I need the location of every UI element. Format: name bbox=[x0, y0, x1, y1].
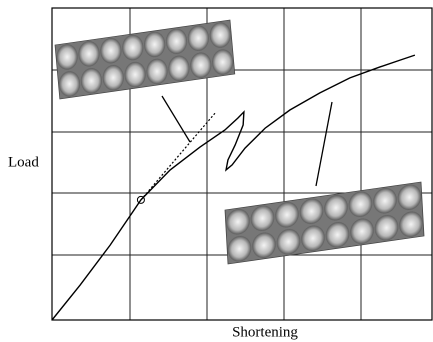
plot-frame bbox=[51, 7, 433, 321]
point-marker bbox=[136, 195, 145, 204]
x-axis-label: Shortening bbox=[232, 324, 298, 340]
load-curve bbox=[51, 54, 416, 321]
y-axis-label: Load bbox=[8, 154, 39, 170]
buckled-plate-inset bbox=[224, 181, 425, 265]
load-curve bbox=[140, 112, 216, 201]
buckled-plate-inset bbox=[54, 19, 236, 100]
pointer-line bbox=[315, 101, 333, 187]
pointer-line bbox=[161, 95, 191, 143]
